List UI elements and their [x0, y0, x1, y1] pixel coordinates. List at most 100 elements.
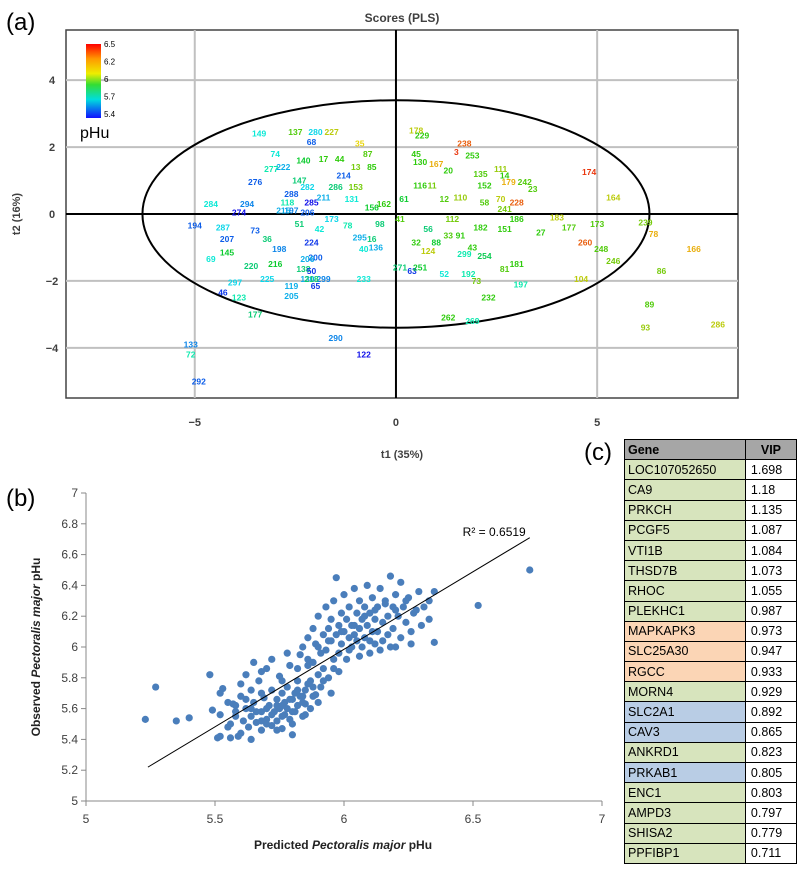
pls-x-ticks: −5 0 5: [188, 417, 600, 429]
regression-point: [288, 708, 296, 716]
phu-color-legend: 6.5 6.2 6 5.7 5.4 pHu: [80, 40, 116, 142]
pls-point-label: 214: [337, 171, 351, 181]
vip-table-row: CA9 1.18: [624, 479, 798, 501]
regression-point: [293, 677, 302, 685]
regression-point: [237, 680, 245, 688]
regression-point: [257, 668, 266, 676]
regression-point: [397, 634, 405, 642]
pls-y-tick-label: 2: [49, 142, 55, 154]
regression-point: [299, 692, 307, 700]
regression-point: [293, 664, 302, 673]
regression-point: [304, 655, 312, 663]
pls-point-label: 45: [411, 149, 421, 159]
regression-trendline: [147, 537, 531, 768]
regression-point: [371, 640, 379, 648]
regression-point: [392, 606, 400, 614]
regression-point: [206, 671, 214, 679]
regression-point: [273, 726, 281, 734]
pls-point-label: 299: [316, 274, 330, 284]
regression-point: [361, 603, 369, 611]
pls-point-label: 33: [444, 231, 454, 241]
regression-point: [141, 715, 149, 723]
gene-cell: CAV3: [624, 721, 746, 743]
regression-y-tick-label: 5.2: [61, 763, 78, 777]
pls-point-label: 137: [288, 127, 302, 137]
pls-point-label: 218: [304, 274, 318, 284]
regression-point: [335, 621, 343, 630]
pls-point-label: 70: [496, 194, 506, 204]
regression-point: [239, 717, 247, 725]
regression-point: [368, 594, 376, 602]
gene-cell: ENC1: [624, 782, 746, 804]
gene-column-header: Gene: [624, 438, 746, 461]
pls-point-label: 69: [206, 254, 216, 264]
pls-point-label: 112: [445, 214, 459, 224]
pls-zero-axes: [66, 30, 738, 398]
pls-point-label: 216: [268, 259, 282, 269]
pls-point-label: 178: [409, 125, 423, 135]
pls-point-label: 276: [248, 177, 262, 187]
vip-table-row: AMPD3 0.797: [624, 802, 798, 824]
regression-point: [273, 717, 281, 725]
panel-label-c: (c): [584, 439, 612, 466]
pls-y-tick-label: −2: [46, 276, 59, 288]
regression-point: [376, 584, 384, 593]
pls-point-label: 32: [411, 237, 421, 247]
pls-point-label: 3: [454, 147, 459, 157]
regression-point: [296, 651, 304, 659]
vip-table-row: PPFIBP1 0.711: [624, 842, 798, 864]
vip-cell: 0.892: [744, 701, 798, 723]
regression-point: [152, 683, 160, 691]
pls-point-label: 85: [367, 162, 377, 172]
pls-point-label: 166: [687, 244, 701, 254]
pls-point-label: 227: [324, 127, 338, 137]
regression-point: [304, 634, 312, 642]
gene-cell: PCGF5: [624, 519, 746, 541]
regression-points: [141, 566, 534, 744]
pls-point-label: 56: [423, 224, 433, 234]
regression-point: [299, 698, 307, 707]
vip-cell: 1.698: [744, 459, 798, 481]
phu-scale-tick: 6.5: [104, 40, 116, 49]
regression-point: [257, 726, 266, 734]
pls-point-label: 16: [367, 234, 377, 244]
regression-point: [389, 624, 397, 633]
pls-point-label: 242: [518, 177, 532, 187]
pls-point-label: 182: [473, 222, 487, 232]
phu-scale-tick: 5.4: [104, 110, 116, 119]
regression-point: [309, 683, 317, 691]
regression-point: [242, 695, 250, 703]
vip-table-row: VTI1B 1.084: [624, 539, 798, 562]
regression-point: [355, 597, 364, 605]
regression-point: [371, 615, 379, 623]
vip-table-row: PCGF5 1.087: [624, 519, 798, 541]
gene-cell: PPFIBP1: [624, 842, 746, 864]
pls-x-tick-label: 5: [594, 417, 600, 429]
regression-point: [216, 711, 224, 719]
pls-point-label: 277: [264, 164, 278, 174]
gene-cell: VTI1B: [624, 539, 746, 562]
regression-point: [399, 603, 407, 611]
regression-point: [278, 701, 286, 710]
pls-point-label: 89: [645, 299, 655, 309]
gene-cell: PLEKHC1: [624, 600, 746, 622]
regression-point: [278, 689, 286, 697]
pls-point-label: 262: [441, 313, 455, 323]
pls-score-plot: Scores (PLS) 149 137 280681782292383574222…: [11, 11, 739, 461]
regression-point: [381, 600, 389, 608]
regression-point: [402, 618, 410, 626]
pls-point-label: 254: [477, 251, 491, 261]
regression-y-tick-label: 6.2: [61, 609, 78, 623]
pls-point-label: 299: [457, 249, 471, 259]
regression-axes: [81, 492, 603, 806]
vip-cell: 0.987: [744, 600, 798, 622]
regression-point: [185, 714, 193, 722]
pls-point-label: 164: [606, 192, 620, 202]
regression-point: [407, 628, 415, 636]
gene-cell: ANKRD1: [624, 741, 746, 764]
pls-point-label: 179: [502, 177, 516, 187]
regression-point: [342, 655, 351, 663]
regression-point: [350, 631, 358, 639]
regression-y-tick-label: 6: [71, 640, 78, 654]
regression-point: [319, 664, 327, 673]
